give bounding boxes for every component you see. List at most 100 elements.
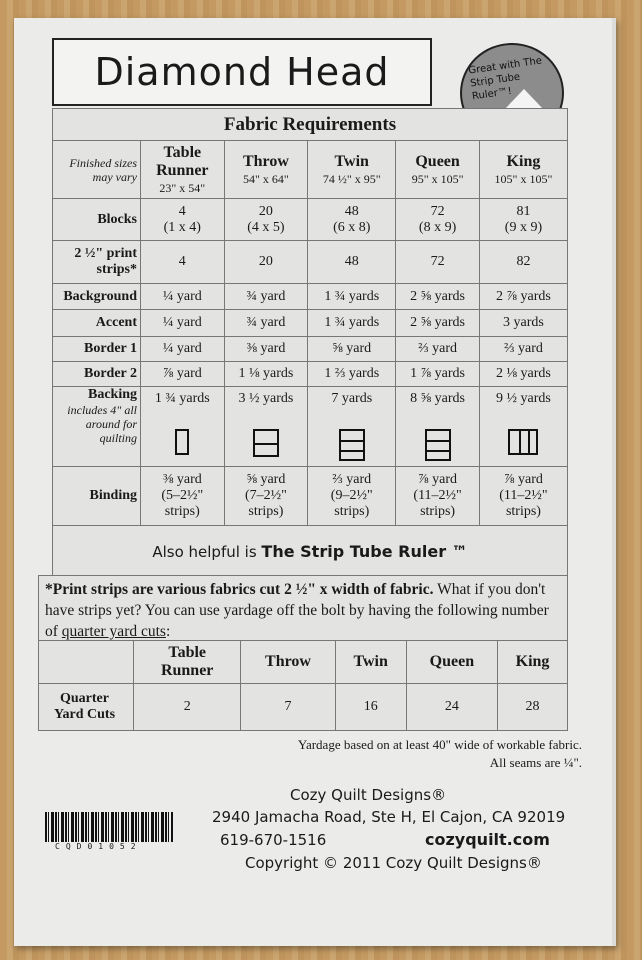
binding-cell: ⅞ yard (11–2½" strips)	[395, 466, 480, 526]
table-cell: ¾ yard	[223, 309, 309, 337]
quarter-value: 28	[497, 683, 568, 731]
backing-yardage: 9 ½ yards	[496, 391, 551, 406]
also-helpful: Also helpful is The Strip Tube Ruler ™	[52, 525, 568, 578]
table-cell: 2 ⅛ yards	[478, 361, 569, 387]
column-size: 23" x 54"	[159, 180, 206, 195]
backing-yardage: 3 ½ yards	[238, 391, 294, 406]
backing-panel-icon	[338, 429, 365, 461]
backing-cell: 3 ½ yards	[223, 386, 309, 467]
column-header-1: Throw 54" x 64"	[223, 140, 309, 199]
column-size: 54" x 64"	[243, 171, 289, 186]
table-cell: 1 ⅔ yards	[307, 361, 397, 387]
cell-line: 1 ¾ yards	[324, 288, 380, 304]
cell-line: ⅔ yard	[418, 341, 458, 356]
cell-line: 20	[258, 203, 273, 219]
cell-line: 72	[430, 203, 445, 219]
table-cell: 4 (1 x 4)	[140, 198, 225, 241]
backing-cell: 8 ⅝ yards	[395, 386, 480, 467]
cell-line: 1 ⅞ yards	[410, 366, 465, 381]
cell-line: 20	[258, 254, 273, 269]
table-cell: 20	[223, 240, 309, 284]
table-cell: ¼ yard	[140, 336, 225, 362]
cell-line: (1 x 4)	[163, 219, 201, 235]
column-name: Runner	[156, 161, 209, 179]
header-line: Queen	[429, 653, 475, 670]
cell-line: (7–2½"	[244, 488, 287, 503]
binding-row: Binding ⅜ yard (5–2½" strips) ⅝ yard (7–2½" st…	[52, 466, 569, 526]
size-note: Finished sizes may vary	[52, 140, 141, 199]
column-name-line: Table	[163, 143, 202, 161]
address: 2940 Jamacha Road, Ste H, El Cajon, CA 9…	[212, 808, 566, 826]
cell-line: ⅜ yard	[162, 472, 202, 487]
table-cell: 2 ⅝ yards	[395, 309, 480, 337]
cell-line: (6 x 8)	[333, 219, 371, 235]
table-cell: ⅞ yard	[140, 361, 225, 387]
backing-yardage: 7 yards	[331, 391, 373, 406]
header-line: King	[515, 653, 550, 670]
row-label: Border 2	[52, 361, 141, 387]
backing-title: Backing	[87, 387, 137, 402]
cell-line: (11–2½"	[413, 488, 462, 503]
footnote-text: *Print strips are various fabrics cut 2 …	[45, 581, 549, 640]
row-label: Blocks	[52, 198, 141, 241]
footnote-box: *Print strips are various fabrics cut 2 …	[38, 575, 568, 731]
cell-line: 2 ⅝ yards	[410, 288, 465, 304]
cell-line: 48	[344, 254, 359, 269]
table-cell: 1 ¾ yards	[307, 309, 397, 337]
table-cell: ¾ yard	[223, 283, 309, 310]
quarter-value: 7	[240, 683, 336, 731]
cell-line: 2 ⅞ yards	[496, 288, 551, 304]
cell-line: 2 ⅛ yards	[496, 366, 551, 381]
binding-cell: ⅜ yard (5–2½" strips)	[140, 466, 225, 526]
column-header-0: Table Runner 23" x 54"	[140, 140, 225, 199]
cell-line: ⅞ yard	[504, 472, 543, 487]
cell-line: 1 ¾ yards	[324, 315, 380, 330]
header-line: Throw	[265, 653, 311, 670]
table-cell: 2 ⅞ yards	[478, 283, 569, 310]
table-cell: ⅜ yard	[223, 336, 309, 362]
column-name: Twin	[334, 152, 369, 170]
cell-line: 48	[344, 203, 359, 219]
backing-label: Backing includes 4" all around for quilti…	[52, 386, 141, 467]
table-cell: ¼ yard	[140, 309, 225, 337]
table-cell: 82	[478, 240, 569, 284]
title-box: Diamond Head	[52, 38, 432, 106]
table-cell: 72	[395, 240, 480, 284]
quarter-row-label: Quarter Yard Cuts	[38, 683, 134, 731]
column-size: 95" x 105"	[411, 171, 464, 186]
website: cozyquilt.com	[425, 830, 550, 849]
column-name: Throw	[242, 152, 289, 170]
fabric-requirements-table: Fabric Requirements Finished sizes may va…	[52, 108, 569, 578]
row-label: Border 1	[52, 336, 141, 362]
table-row: 2 ½" print strips* 4 20 48 72 82	[52, 240, 569, 284]
cell-line: strips)	[248, 504, 284, 519]
cell-line: ⅞ yard	[162, 366, 202, 381]
section-title: Fabric Requirements	[52, 108, 568, 141]
header-line: Table	[168, 644, 207, 661]
cell-line: 82	[516, 254, 531, 269]
quarter-header: Twin	[334, 640, 407, 684]
backing-note: includes 4" all around for quilting	[67, 403, 137, 445]
cell-line: ¾ yard	[246, 288, 286, 304]
barcode	[45, 812, 173, 842]
label-line: Quarter	[60, 691, 109, 706]
cell-line: 3 yards	[503, 315, 544, 330]
cell-line: (4 x 5)	[247, 219, 285, 235]
backing-cell: 7 yards	[307, 386, 397, 467]
binding-cell: ⅞ yard (11–2½" strips)	[478, 466, 569, 526]
page-title: Diamond Head	[94, 50, 390, 94]
table-cell: 1 ⅛ yards	[223, 361, 309, 387]
cell-line: 72	[430, 254, 445, 269]
header-line: Runner	[160, 662, 214, 679]
cell-line: ⅔ yard	[332, 472, 372, 487]
backing-panel-icon	[175, 429, 190, 455]
table-cell: 48 (6 x 8)	[307, 198, 397, 241]
backing-panel-icon	[508, 429, 539, 455]
quarter-value: 16	[334, 683, 407, 731]
column-size: 74 ½" x 95"	[322, 171, 381, 186]
backing-panel-icon	[424, 429, 451, 461]
table-row: Background ¼ yard ¾ yard 1 ¾ yards 2 ⅝ yards…	[52, 283, 569, 310]
column-header-3: Queen 95" x 105"	[395, 140, 480, 199]
cell-line: ¼ yard	[162, 288, 202, 304]
column-header-2: Twin 74 ½" x 95"	[307, 140, 397, 199]
